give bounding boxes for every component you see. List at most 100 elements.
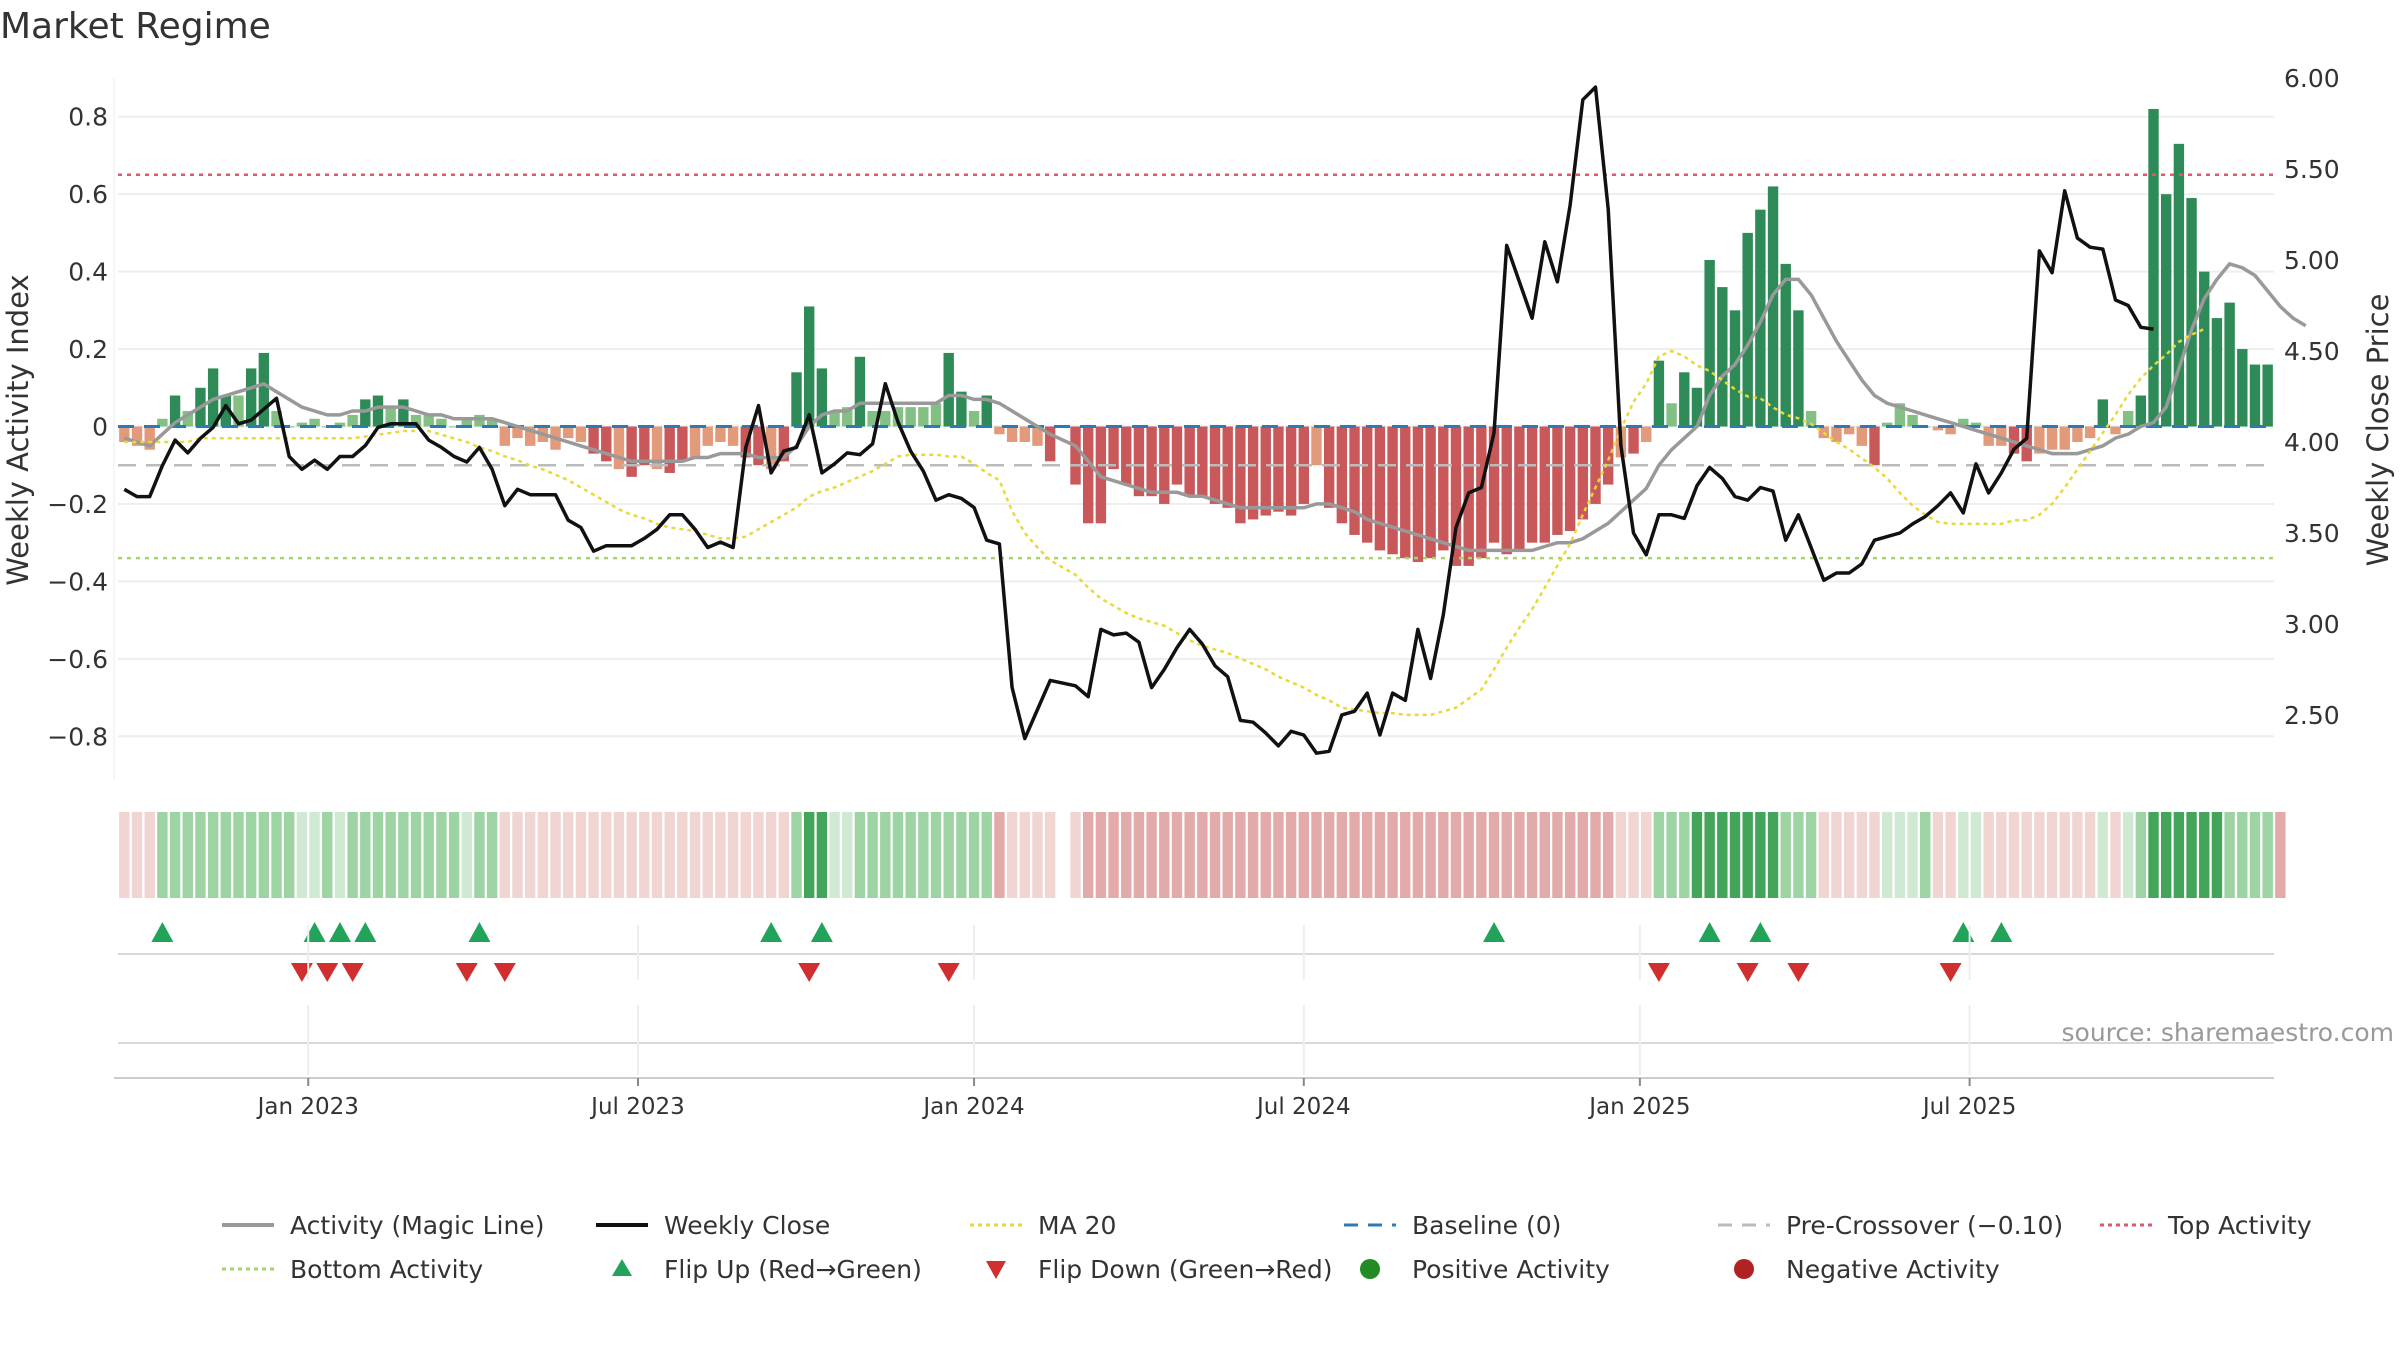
activity-bar bbox=[968, 411, 980, 427]
left-tick-label: 0.6 bbox=[68, 180, 108, 209]
regime-cell bbox=[740, 812, 751, 898]
regime-cell bbox=[601, 812, 612, 898]
regime-cell bbox=[803, 812, 815, 898]
activity-bar bbox=[613, 426, 625, 470]
regime-cell bbox=[2034, 812, 2045, 898]
activity-bar bbox=[1006, 426, 1018, 442]
regime-cell bbox=[157, 812, 168, 898]
x-tick-label: Jan 2025 bbox=[1587, 1094, 1690, 1120]
regime-cell bbox=[765, 812, 777, 898]
regime-cell bbox=[1780, 812, 1791, 898]
activity-bar bbox=[867, 411, 878, 427]
legend-symbol-dotted-yellow bbox=[970, 1223, 1022, 1227]
activity-bar bbox=[715, 426, 726, 442]
regime-cell bbox=[1729, 812, 1741, 898]
activity-bar bbox=[1171, 426, 1183, 485]
regime-cell bbox=[829, 812, 840, 898]
left-tick-label: 0 bbox=[92, 413, 108, 442]
activity-bar bbox=[1425, 426, 1436, 559]
chart-legend: Activity (Magic Line) Weekly Close MA 20 Ba… bbox=[220, 1210, 2370, 1284]
activity-bar bbox=[1843, 426, 1855, 435]
left-tick-label: −0.2 bbox=[47, 490, 108, 519]
left-tick-label: 0.2 bbox=[68, 335, 108, 364]
activity-bar bbox=[461, 418, 472, 427]
legend-item: Negative Activity bbox=[1716, 1254, 2098, 1284]
regime-cell bbox=[1184, 812, 1195, 898]
regime-cell bbox=[410, 812, 422, 898]
flip-up-marker bbox=[810, 922, 833, 942]
regime-cell bbox=[1336, 812, 1348, 898]
legend-symbol-dot-red bbox=[1734, 1259, 1754, 1279]
activity-bar bbox=[1222, 426, 1233, 508]
activity-bar bbox=[1691, 387, 1703, 427]
regime-cell bbox=[1476, 812, 1487, 898]
activity-bar bbox=[1438, 426, 1449, 551]
activity-bar bbox=[486, 418, 498, 427]
series-line-weekly-close bbox=[123, 85, 2154, 755]
x-tick-label: Jan 2023 bbox=[256, 1094, 359, 1120]
regime-cell bbox=[1323, 812, 1335, 898]
activity-bar bbox=[2084, 426, 2096, 439]
regime-cell bbox=[1159, 812, 1170, 898]
regime-cell bbox=[423, 812, 434, 898]
flip-down-marker bbox=[1647, 963, 1670, 982]
regime-cell bbox=[1222, 812, 1233, 898]
activity-bar bbox=[1032, 426, 1043, 446]
activity-bar bbox=[1932, 426, 1944, 431]
regime-cell bbox=[689, 812, 701, 898]
legend-label: Negative Activity bbox=[1786, 1254, 2000, 1284]
activity-bar bbox=[2072, 426, 2083, 442]
regime-cell bbox=[1083, 812, 1094, 898]
regime-cell bbox=[119, 812, 130, 898]
activity-bar bbox=[1767, 186, 1779, 427]
activity-bar bbox=[1805, 411, 1817, 427]
regime-cell bbox=[1450, 812, 1462, 898]
activity-bar bbox=[169, 395, 181, 427]
activity-bar bbox=[905, 407, 916, 427]
activity-bar bbox=[131, 426, 143, 446]
regime-cell bbox=[981, 812, 992, 898]
regime-cell bbox=[1412, 812, 1424, 898]
regime-cell bbox=[372, 812, 384, 898]
regime-cell bbox=[1602, 812, 1614, 898]
activity-bar bbox=[474, 414, 485, 427]
activity-bar bbox=[1450, 426, 1462, 566]
flip-down-marker bbox=[493, 963, 516, 982]
legend-symbol-line-gray bbox=[222, 1223, 274, 1227]
activity-bar bbox=[360, 399, 371, 427]
flip-up-marker bbox=[303, 922, 326, 942]
regime-cell bbox=[1818, 812, 1829, 898]
right-tick-label: 3.00 bbox=[2284, 610, 2340, 639]
activity-bar bbox=[803, 306, 815, 427]
regime-cell bbox=[1755, 812, 1766, 898]
regime-cell bbox=[930, 812, 942, 898]
legend-label: Bottom Activity bbox=[290, 1254, 484, 1284]
activity-bar bbox=[119, 426, 130, 442]
activity-bar bbox=[2199, 271, 2210, 427]
regime-cell bbox=[1260, 812, 1271, 898]
activity-bar bbox=[2046, 426, 2058, 450]
activity-bar bbox=[1083, 426, 1094, 524]
activity-bar bbox=[1577, 426, 1589, 520]
regime-cell bbox=[1311, 812, 1322, 898]
flip-down-marker bbox=[316, 963, 339, 982]
activity-bar bbox=[1184, 426, 1195, 497]
legend-label: Flip Up (Red→Green) bbox=[664, 1254, 922, 1284]
regime-cell bbox=[791, 812, 802, 898]
regime-cell bbox=[1070, 812, 1081, 898]
activity-bar bbox=[1628, 426, 1639, 454]
activity-bar bbox=[1907, 414, 1918, 427]
activity-bar bbox=[207, 368, 219, 427]
legend-item: Bottom Activity bbox=[220, 1254, 594, 1284]
activity-bar bbox=[258, 352, 270, 427]
activity-bar bbox=[334, 422, 346, 427]
activity-bar bbox=[2211, 318, 2223, 427]
regime-cell bbox=[1146, 812, 1157, 898]
regime-cell bbox=[461, 812, 472, 898]
activity-bar bbox=[2034, 426, 2045, 454]
regime-cell bbox=[2084, 812, 2096, 898]
activity-bar bbox=[1894, 403, 1906, 427]
x-tick-label: Jul 2023 bbox=[589, 1094, 685, 1120]
activity-bar bbox=[1273, 426, 1284, 512]
activity-bar bbox=[829, 411, 840, 427]
